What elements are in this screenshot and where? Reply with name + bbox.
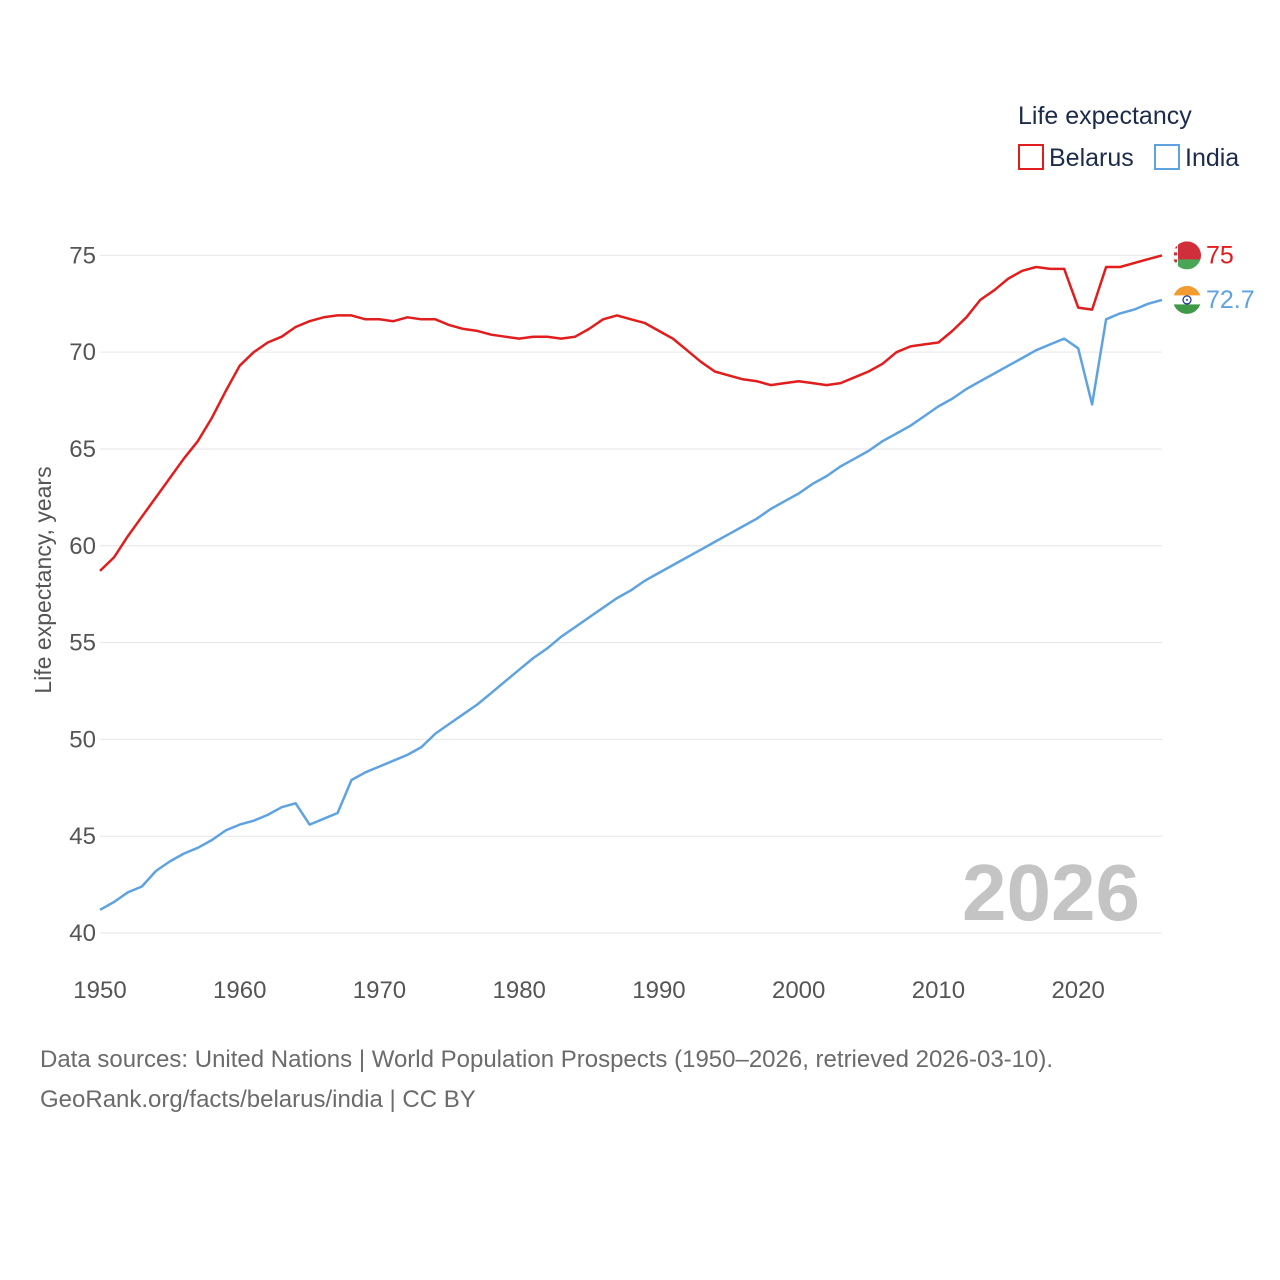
india-flag-icon	[1173, 285, 1201, 314]
y-tick-label: 75	[69, 242, 96, 269]
y-tick-label: 45	[69, 823, 96, 850]
x-tick-label: 1970	[353, 977, 406, 1004]
y-axis-label: Life expectancy, years	[30, 466, 56, 693]
x-tick-label: 1980	[493, 977, 546, 1004]
legend-label-india[interactable]: India	[1185, 144, 1239, 172]
footer: Data sources: United Nations | World Pop…	[40, 1040, 1053, 1120]
x-tick-label: 1990	[632, 977, 685, 1004]
legend-label-belarus[interactable]: Belarus	[1049, 144, 1134, 172]
attribution-link[interactable]: GeoRank.org/facts/belarus/india | CC BY	[40, 1086, 476, 1113]
year-watermark: 2026	[962, 848, 1140, 937]
data-source-text: Data sources: United Nations | World Pop…	[40, 1046, 1054, 1073]
end-label-india: 72.7	[1206, 286, 1255, 314]
y-tick-label: 50	[69, 726, 96, 753]
x-tick-label: 1960	[213, 977, 266, 1004]
gridlines	[100, 254, 1162, 934]
x-tick-label: 2010	[912, 977, 965, 1004]
y-tick-label: 40	[69, 920, 96, 947]
belarus-flag-icon	[1173, 241, 1201, 270]
y-axis-ticks: 40 45 50 55 60 65 70 75	[69, 242, 96, 947]
end-label-belarus: 75	[1206, 241, 1234, 269]
line-chart: Life expectancy Belarus India 40 45 50 55 60…	[30, 102, 1255, 1004]
x-axis-ticks: 1950 1960 1970 1980 1990 2000 2010 2020	[73, 977, 1105, 1004]
x-tick-label: 2020	[1051, 977, 1104, 1004]
series-line-belarus[interactable]	[99, 254, 1163, 572]
x-tick-label: 2000	[772, 977, 825, 1004]
y-tick-label: 65	[69, 436, 96, 463]
legend: Life expectancy Belarus India	[1018, 102, 1239, 172]
y-tick-label: 55	[69, 630, 96, 657]
y-tick-label: 60	[69, 533, 96, 560]
x-tick-label: 1950	[73, 977, 126, 1004]
legend-swatch-belarus[interactable]	[1018, 144, 1044, 170]
series-line-india[interactable]	[99, 298, 1163, 911]
legend-title: Life expectancy	[1018, 102, 1192, 130]
y-tick-label: 70	[69, 339, 96, 366]
legend-swatch-india[interactable]	[1154, 144, 1180, 170]
